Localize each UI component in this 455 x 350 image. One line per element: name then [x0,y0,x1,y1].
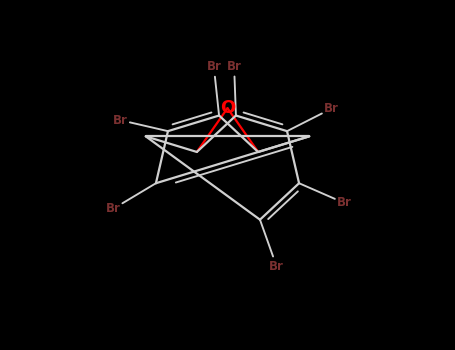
Text: Br: Br [227,60,242,73]
Text: Br: Br [112,113,127,127]
Text: Br: Br [269,260,284,273]
Text: Br: Br [324,102,339,116]
Text: Br: Br [106,202,121,215]
Text: Br: Br [337,196,352,209]
Text: O: O [220,99,235,117]
Text: Br: Br [207,60,221,73]
